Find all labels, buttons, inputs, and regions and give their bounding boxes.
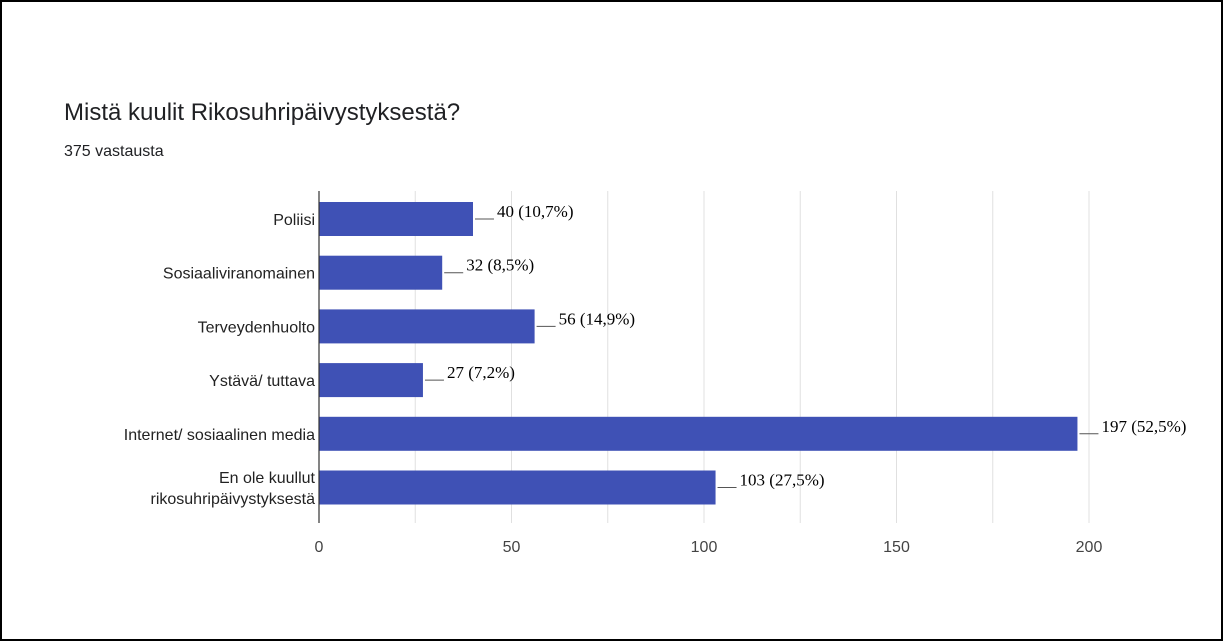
- x-tick-label: 0: [315, 539, 324, 556]
- category-label: En ole kuullut: [219, 470, 316, 487]
- data-label: 56 (14,9%): [559, 309, 635, 328]
- x-tick-label: 200: [1076, 539, 1103, 556]
- data-label: 103 (27,5%): [740, 471, 825, 490]
- category-label: Internet/ sosiaalinen media: [124, 427, 315, 444]
- category-label: Poliisi: [273, 212, 315, 229]
- category-label: Sosiaaliviranomainen: [163, 266, 315, 283]
- data-label: 27 (7,2%): [447, 363, 515, 382]
- category-label: Terveydenhuolto: [198, 319, 316, 336]
- category-label: Ystävä/ tuttava: [209, 373, 315, 390]
- response-count: 375 vastausta: [64, 143, 164, 160]
- bar: [319, 309, 535, 344]
- data-label: 40 (10,7%): [497, 202, 573, 221]
- bar: [319, 416, 1078, 451]
- chart-title: Mistä kuulit Rikosuhripäivystyksestä?: [64, 99, 461, 126]
- data-label: 197 (52,5%): [1101, 417, 1186, 436]
- x-tick-label: 100: [691, 539, 718, 556]
- bar: [319, 363, 423, 398]
- category-label: rikosuhripäivystyksestä: [151, 491, 316, 508]
- bar: [319, 255, 443, 290]
- x-tick-label: 50: [503, 539, 521, 556]
- x-tick-label: 150: [883, 539, 910, 556]
- bar: [319, 470, 716, 505]
- bar: [319, 202, 473, 236]
- data-label: 32 (8,5%): [466, 256, 534, 275]
